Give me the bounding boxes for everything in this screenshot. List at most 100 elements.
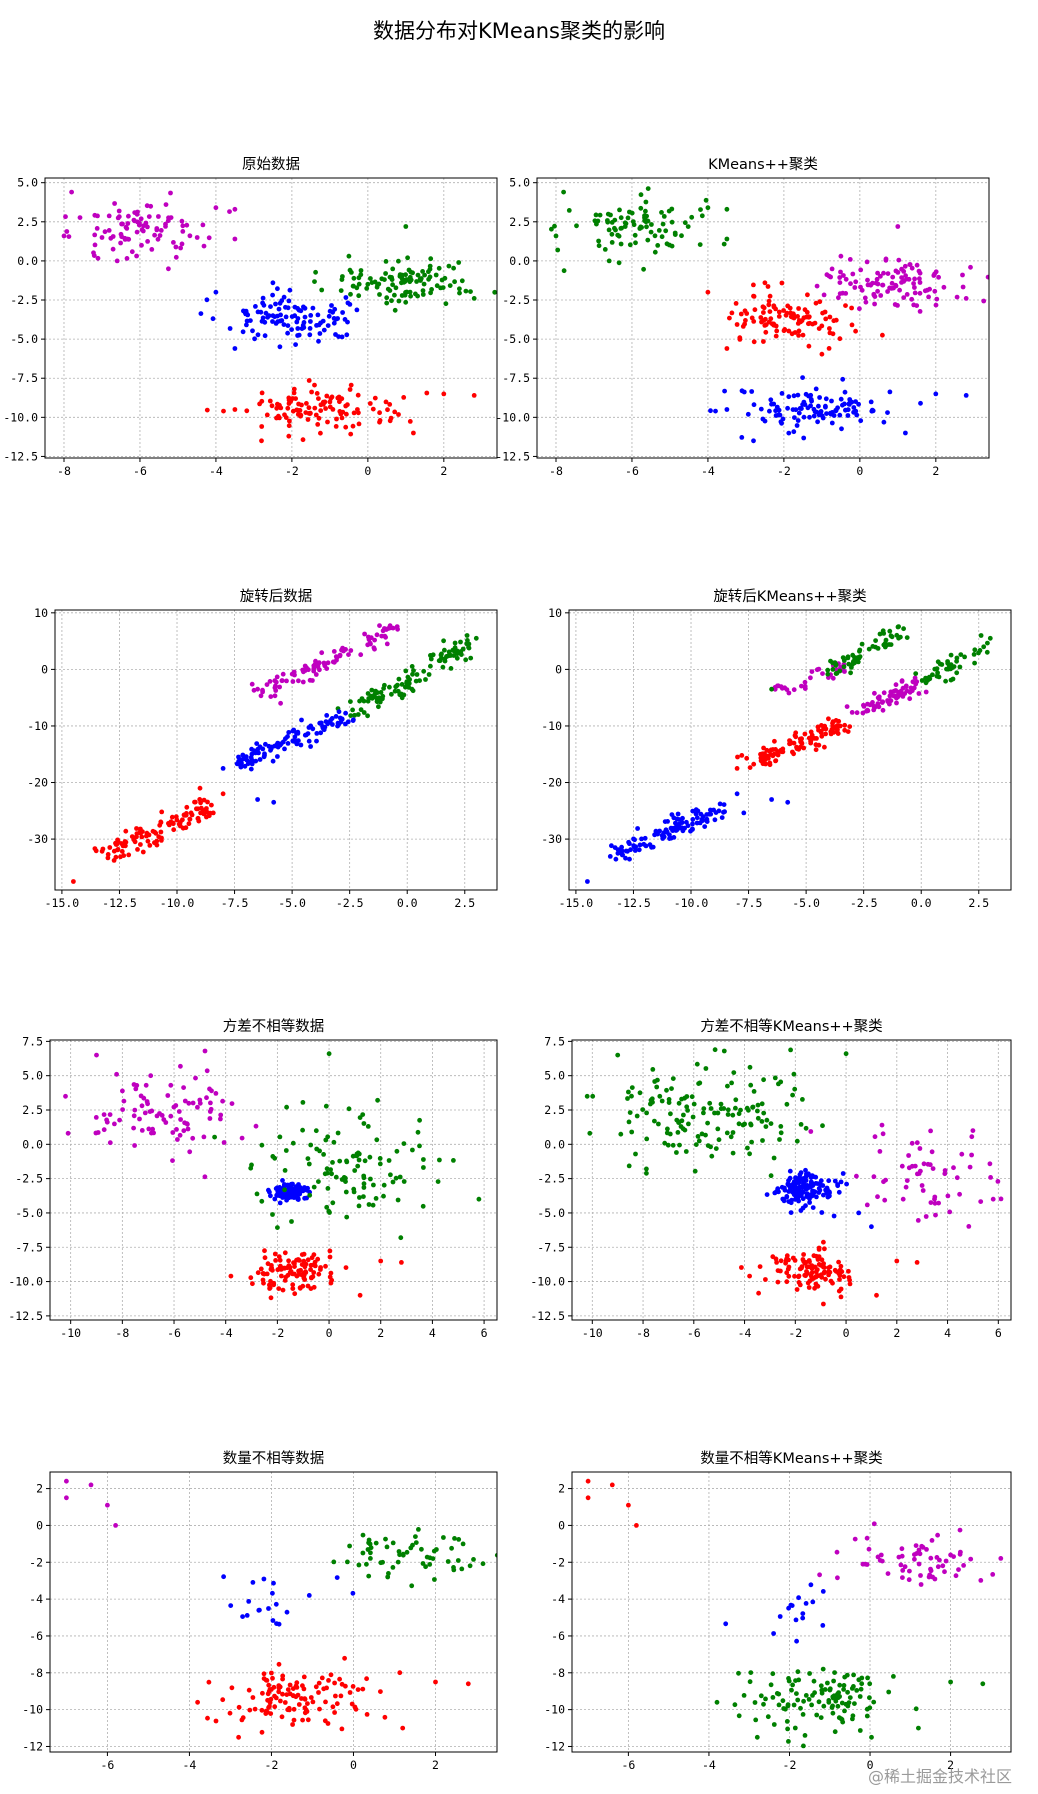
scatter-point xyxy=(644,1136,650,1142)
scatter-point xyxy=(328,1270,334,1276)
scatter-point xyxy=(317,1706,322,1712)
scatter-point xyxy=(297,1285,303,1291)
scatter-point xyxy=(825,1680,830,1686)
scatter-point xyxy=(685,1108,690,1113)
scatter-point xyxy=(139,1103,145,1109)
scatter-point xyxy=(170,820,176,826)
plot-frame xyxy=(49,1471,498,1753)
scatter-point xyxy=(809,1702,814,1708)
scatter-point xyxy=(275,1225,280,1230)
scatter-point xyxy=(838,1263,844,1269)
scatter-point xyxy=(679,820,685,825)
scatter-point xyxy=(289,327,294,332)
scatter-point xyxy=(88,1482,94,1488)
scatter-point xyxy=(476,1196,482,1202)
scatter-point xyxy=(784,310,790,316)
scatter-point xyxy=(811,1188,816,1194)
scatter-point xyxy=(917,280,923,285)
scatter-point xyxy=(968,1556,974,1562)
scatter-point xyxy=(803,1693,809,1698)
scatter-point xyxy=(811,1678,817,1684)
scatter-point xyxy=(821,292,827,298)
scatter-point xyxy=(888,633,894,639)
scatter-point xyxy=(773,306,778,312)
x-tick-label: -8 xyxy=(115,1326,129,1340)
scatter-point xyxy=(885,271,891,276)
scatter-point xyxy=(350,423,356,429)
scatter-point xyxy=(204,407,210,413)
scatter-point xyxy=(301,1674,307,1680)
scatter-point xyxy=(427,1562,433,1567)
scatter-point xyxy=(379,276,385,282)
scatter-point xyxy=(280,1287,286,1293)
subplot-title: 方差不相等KMeans++聚类 xyxy=(700,1017,882,1035)
scatter-point xyxy=(344,1214,350,1220)
scatter-point xyxy=(259,1142,265,1148)
y-tick-label: 0 xyxy=(555,662,562,676)
scatter-point xyxy=(301,1271,306,1276)
scatter-point xyxy=(761,339,766,344)
scatter-point xyxy=(951,1554,956,1559)
scatter-point xyxy=(817,1187,823,1193)
scatter-point xyxy=(316,1179,321,1184)
scatter-point xyxy=(796,328,802,334)
scatter-point xyxy=(308,1142,314,1148)
scatter-point xyxy=(292,304,298,310)
scatter-point xyxy=(734,766,740,771)
scatter-point xyxy=(337,653,343,659)
scatter-point xyxy=(800,1097,805,1102)
scatter-point xyxy=(350,1590,356,1596)
y-tick-label: 0 xyxy=(558,1518,565,1532)
scatter-point xyxy=(850,1716,855,1722)
scatter-point xyxy=(630,219,636,225)
scatter-point xyxy=(367,401,373,406)
scatter-point xyxy=(845,413,851,418)
scatter-point xyxy=(881,270,886,276)
scatter-point xyxy=(820,310,825,316)
scatter-point xyxy=(914,303,920,308)
scatter-point xyxy=(220,791,226,797)
scatter-point xyxy=(796,1677,802,1683)
scatter-point xyxy=(838,396,844,402)
scatter-point xyxy=(344,411,349,417)
x-tick-label: -4 xyxy=(209,464,223,478)
scatter-point xyxy=(616,233,622,239)
scatter-point xyxy=(830,1710,836,1716)
scatter-point xyxy=(869,1224,874,1230)
scatter-point xyxy=(875,270,880,276)
scatter-point xyxy=(669,812,675,817)
scatter-point xyxy=(301,320,307,325)
scatter-point xyxy=(959,1151,965,1157)
scatter-point xyxy=(737,337,743,342)
scatter-point xyxy=(719,815,725,820)
scatter-point xyxy=(869,1734,874,1740)
scatter-point xyxy=(296,1268,301,1274)
x-tick-label: -6 xyxy=(100,1758,114,1772)
scatter-point xyxy=(270,758,276,764)
scatter-point xyxy=(460,1541,466,1547)
scatter-point xyxy=(724,206,730,212)
scatter-point xyxy=(378,1258,384,1264)
scatter-point xyxy=(283,1195,289,1200)
scatter-point xyxy=(639,836,644,842)
scatter-point xyxy=(209,1088,214,1094)
scatter-point xyxy=(773,413,779,418)
scatter-point xyxy=(865,277,870,283)
scatter-point xyxy=(182,1098,188,1104)
scatter-point xyxy=(325,419,330,425)
scatter-point xyxy=(763,1277,768,1282)
scatter-point xyxy=(146,1126,152,1132)
scatter-point xyxy=(286,1183,291,1189)
scatter-point xyxy=(882,1197,888,1203)
scatter-point xyxy=(377,410,382,416)
scatter-point xyxy=(149,1108,155,1114)
scatter-point xyxy=(286,1258,291,1264)
scatter-point xyxy=(814,736,819,741)
y-tick-label: 0.0 xyxy=(509,254,530,268)
scatter-point xyxy=(387,288,393,293)
scatter-point xyxy=(854,412,860,418)
scatter-point xyxy=(827,326,832,331)
scatter-point xyxy=(864,1202,870,1208)
scatter-point xyxy=(981,644,987,650)
scatter-point xyxy=(739,435,745,440)
